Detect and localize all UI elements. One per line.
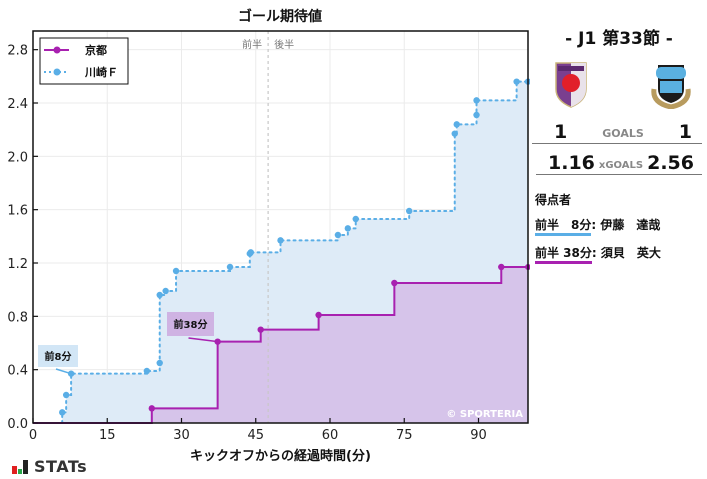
home-xg: 1.16 <box>548 152 595 174</box>
y-tick-label: 1.6 <box>7 204 28 219</box>
team-logos <box>554 59 692 111</box>
scorer-name: : 伊藤 達哉 <box>591 218 661 232</box>
scorer-item: 前半 38分 : 須貝 英大 <box>535 244 702 264</box>
x-tick-label: 45 <box>247 428 264 443</box>
y-tick-label: 0.4 <box>7 364 28 379</box>
annotation-box <box>167 312 214 336</box>
data-point <box>334 231 342 239</box>
y-tick-label: 1.2 <box>7 257 28 272</box>
legend-kyoto-marker <box>53 46 61 54</box>
kyoto-crest-icon <box>555 62 587 108</box>
data-point <box>62 391 70 399</box>
legend-kyoto-label: 京都 <box>85 43 107 57</box>
goals-row: 1 GOALS 1 <box>532 119 702 144</box>
annotation-box <box>38 345 78 367</box>
match-summary-panel: - J1 第33節 - 1 GOALS 1 1.16 xGOALS 2.56 <box>532 24 702 264</box>
scorer-item: 前半 8分 : 伊藤 達哉 <box>535 216 702 236</box>
kyoto-area <box>33 267 528 423</box>
xgoals-row: 1.16 xGOALS 2.56 <box>536 148 702 175</box>
data-point <box>315 311 322 319</box>
annotation-label: 前8分 <box>45 350 72 363</box>
legend <box>39 37 129 85</box>
bar-chart-icon <box>12 459 28 474</box>
x-tick-label: 90 <box>470 428 487 443</box>
y-tick-label: 2.4 <box>7 97 28 112</box>
data-point <box>59 409 66 416</box>
y-tick-label: 0.0 <box>7 417 28 432</box>
scorer-name: : 須貝 英大 <box>591 246 661 260</box>
stats-logo: STATs <box>12 457 87 476</box>
away-goals: 1 <box>678 121 692 143</box>
data-point <box>352 215 359 223</box>
chart-title: ゴール期待値 <box>238 9 322 25</box>
annotation-arrow <box>188 337 218 343</box>
second-half-label: 後半 <box>274 38 294 51</box>
data-point <box>453 121 460 128</box>
y-tick-label: 0.8 <box>7 310 28 325</box>
kawasaki-crest-icon <box>651 65 691 109</box>
kyoto-line <box>33 266 528 424</box>
home-goals: 1 <box>554 121 568 143</box>
data-point <box>513 78 520 85</box>
data-point <box>473 97 480 104</box>
data-point <box>498 263 505 271</box>
plot-frame <box>32 30 529 424</box>
data-point <box>148 405 155 412</box>
goals-label: GOALS <box>602 127 644 140</box>
scorers-list: 得点者 前半 8分 : 伊藤 達哉 前半 38分 : 須貝 英大 <box>535 191 702 264</box>
scorer-time: 前半 38分 <box>535 244 592 264</box>
x-tick-label: 75 <box>396 428 413 443</box>
away-xg: 2.56 <box>647 152 694 174</box>
round-title: - J1 第33節 - <box>565 29 673 49</box>
data-point <box>247 249 254 256</box>
x-axis-label: キックオフからの経過時間(分) <box>190 448 371 464</box>
legend-kawasaki-marker <box>53 68 61 76</box>
data-point <box>156 291 163 299</box>
data-point <box>344 225 352 232</box>
legend-kawasaki-label: 川崎Ｆ <box>84 65 118 79</box>
data-point <box>451 130 458 137</box>
data-point <box>143 367 151 375</box>
data-point <box>156 359 163 367</box>
annotation-arrow <box>55 368 72 375</box>
data-point <box>226 263 234 271</box>
x-tick-label: 60 <box>322 428 339 443</box>
data-point <box>162 287 169 295</box>
xgoals-label: xGOALS <box>598 160 644 171</box>
data-point <box>473 111 480 119</box>
y-tick-label: 2.0 <box>7 150 28 165</box>
x-tick-label: 15 <box>99 428 116 443</box>
scorers-title: 得点者 <box>535 193 572 207</box>
data-point <box>391 279 398 287</box>
first-half-label: 前半 <box>242 38 262 51</box>
data-point <box>257 326 264 333</box>
brand-name: STATs <box>34 457 88 476</box>
x-tick-label: 30 <box>173 428 190 443</box>
y-tick-label: 2.8 <box>7 44 28 59</box>
scorer-time: 前半 8分 <box>535 216 592 236</box>
x-tick-label: 0 <box>29 428 37 443</box>
data-point <box>406 207 413 215</box>
annotation-label: 前38分 <box>174 318 208 331</box>
watermark: © SPORTERIA <box>446 409 523 420</box>
data-point <box>277 237 284 244</box>
data-point <box>172 267 180 275</box>
